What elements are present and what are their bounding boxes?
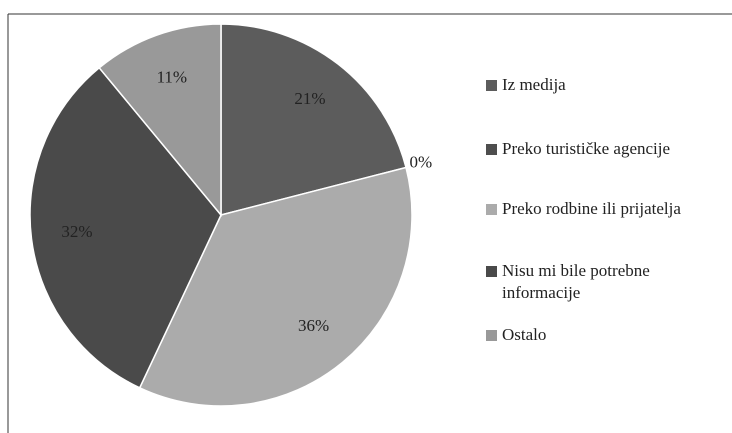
- pie-slice: [220, 23, 407, 216]
- legend-label: Nisu mi bile potrebne informacije: [502, 261, 650, 302]
- data-label: 21%: [294, 89, 325, 108]
- legend-swatch: [486, 80, 497, 91]
- legend-label: Preko turističke agencije: [502, 139, 671, 158]
- legend-item: Iz medija: [486, 74, 566, 96]
- data-label: 32%: [61, 222, 92, 241]
- data-label: 36%: [298, 316, 329, 335]
- legend-item: Nisu mi bile potrebne informacije: [486, 260, 726, 304]
- legend-item: Ostalo: [486, 324, 546, 346]
- pie-slice: [29, 66, 222, 389]
- pie-slice: [138, 166, 413, 407]
- legend-swatch: [486, 330, 497, 341]
- legend-item: Preko turističke agencije: [486, 138, 670, 160]
- legend-item: Preko rodbine ili prijatelja: [486, 198, 681, 220]
- legend-swatch: [486, 144, 497, 155]
- data-label: 0%: [409, 153, 432, 172]
- legend-swatch: [486, 266, 497, 277]
- pie-slice: [98, 23, 222, 218]
- data-label: 11%: [157, 67, 188, 86]
- legend-swatch: [486, 204, 497, 215]
- legend-label: Ostalo: [502, 325, 547, 344]
- legend-label: Iz medija: [502, 75, 566, 94]
- legend-label: Preko rodbine ili prijatelja: [502, 199, 681, 218]
